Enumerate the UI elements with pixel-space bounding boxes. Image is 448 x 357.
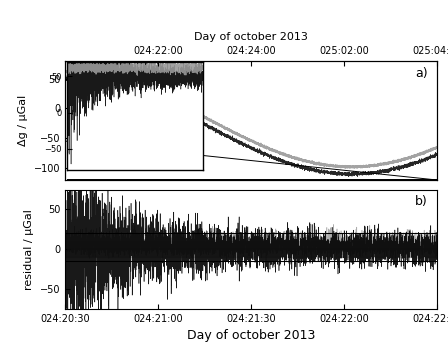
X-axis label: Day of october 2013: Day of october 2013: [187, 329, 315, 342]
X-axis label: Day of october 2013: Day of october 2013: [194, 32, 308, 42]
Y-axis label: Δg / μGal: Δg / μGal: [18, 95, 28, 146]
Bar: [65, 241, 437, 257]
Text: a): a): [415, 67, 427, 80]
Text: b): b): [415, 196, 427, 208]
Y-axis label: residual / μGal: residual / μGal: [24, 209, 34, 290]
